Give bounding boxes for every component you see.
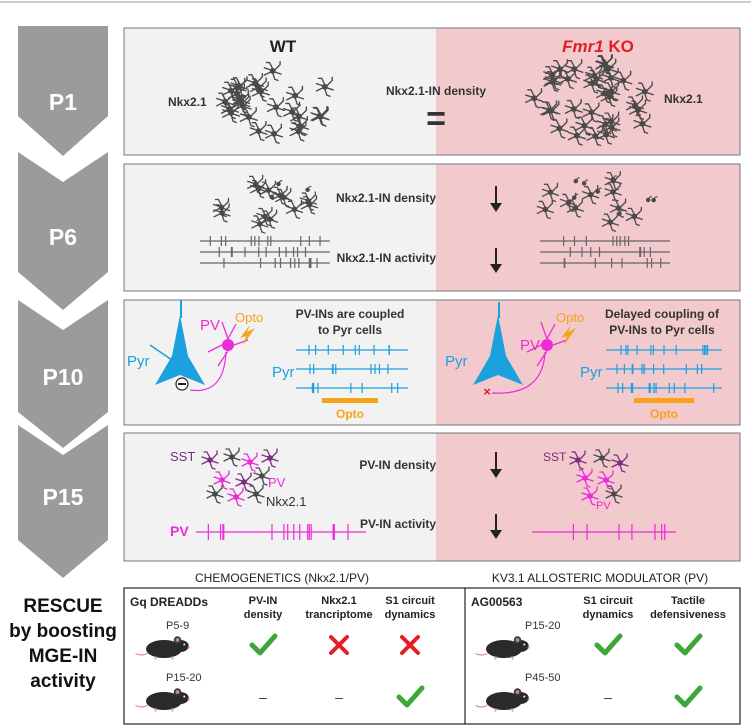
kv-header: KV3.1 ALLOSTERIC MODULATOR (PV) [492,571,708,585]
p10-ko-opto-label: Opto [556,310,584,325]
age-label: P5-9 [166,620,189,632]
p10-ko-title-2: PV-INs to Pyr cells [609,323,715,337]
rescue-title-1: RESCUE [23,596,102,617]
p15-ko-sst-label: SST [543,450,567,464]
mouse-icon [474,687,531,713]
p15-ko-raster [532,524,676,540]
p6-ko-raster [540,236,670,268]
kv-drug: AG00563 [471,595,523,609]
column-label: dynamics [385,609,436,621]
column-label: PV-IN [249,595,278,607]
cross-icon [400,635,420,655]
p10-wt-opto-label: Opto [235,310,263,325]
p6-density-label: Nkx2.1-IN density [336,191,436,205]
panel-p15 [123,432,741,562]
stage-label-p10: P10 [43,364,84,390]
p15-wt-pv-label: PV [268,475,286,490]
dash-mark: – [335,689,343,705]
mouse-icon [134,687,191,713]
p1-center-label: Nkx2.1-IN density [386,84,486,98]
panel-p6 [123,163,741,292]
p10-wt-raster [296,345,408,393]
p10-ko-cross: × [483,384,491,399]
p15-density-label: PV-IN density [359,458,436,472]
age-label: P15-20 [525,620,560,632]
check-icon [249,633,278,656]
p1-wt-label: Nkx2.1 [168,95,207,109]
stage-chevron-p15 [18,425,108,578]
stage-label-p6: P6 [49,224,77,250]
p10-wt-pyr-label: Pyr [127,353,150,370]
column-label: dynamics [583,609,634,621]
p15-activity-arrow [490,514,502,539]
p10-ko-opto-bar-label: Opto [650,407,678,421]
check-icon [396,685,425,708]
p6-density-arrow [490,186,502,212]
column-label: density [244,609,283,621]
rescue-title-3: MGE-IN [29,646,98,667]
rescue-box [123,587,741,725]
age-label: P15-20 [166,672,201,684]
kv-table: S1 circuit dynamics Tactile defensiveness P1… [474,595,726,713]
rescue-title-2: by boosting [9,621,117,642]
column-label: S1 circuit [583,595,633,607]
p10-ko-raster [606,345,722,393]
p15-ko-pv-label: PV [596,500,611,512]
p10-ko-pyr-label: Pyr [445,353,468,370]
column-header-ko: Fmr1 KO [562,37,634,56]
p10-ko-title-1: Delayed coupling of [605,307,720,321]
p10-wt-pyr-trace-label: Pyr [272,364,295,381]
p6-activity-arrow [490,248,502,273]
p10-wt-opto-bar-label: Opto [336,407,364,421]
mouse-icon [134,635,191,661]
mouse-icon [474,635,531,661]
stage-label-p1: P1 [49,89,77,115]
age-label: P45-50 [525,672,560,684]
p15-pv-trace-label: PV [170,523,189,539]
rescue-title-4: activity [30,671,96,692]
column-label: Tactile [671,595,705,607]
chemo-table: PV-IN density Nkx2.1 trancriptome S1 circuit… [134,595,436,713]
chemo-header: CHEMOGENETICS (Nkx2.1/PV) [195,571,369,585]
stage-label-p15: P15 [43,484,84,510]
p10-wt-opto-bar [322,398,378,403]
p15-density-arrow [490,452,502,478]
check-icon [594,633,623,656]
p6-activity-label: Nkx2.1-IN activity [337,251,437,265]
dash-mark: – [259,689,267,705]
cross-icon [329,635,349,655]
p10-wt-pv-label: PV [200,317,220,334]
p6-wt-raster [200,236,330,268]
check-icon [674,633,703,656]
p10-ko-opto-bar [634,398,694,403]
chemo-drug: Gq DREADDs [130,595,208,609]
p15-wt-raster [196,524,366,540]
stage-chevron-p6 [18,152,108,310]
stage-chevron-p1 [18,26,108,156]
p10-ko-pyr-trace-label: Pyr [580,364,603,381]
dash-mark: – [604,689,612,705]
p10-wt-title-2: to Pyr cells [318,323,382,337]
p15-wt-nkx-label: Nkx2.1 [266,494,306,509]
column-label: trancriptome [305,609,372,621]
check-icon [674,685,703,708]
p10-wt-neurons [149,300,255,392]
p10-wt-title-1: PV-INs are coupled [296,307,405,321]
p10-ko-neurons [473,302,576,394]
column-header-wt: WT [270,37,297,56]
p15-wt-sst-label: SST [170,449,195,464]
p15-activity-label: PV-IN activity [360,517,436,531]
p1-ko-label: Nkx2.1 [664,92,703,106]
stage-chevron-p10 [18,300,108,448]
p1-equals: = [426,100,446,138]
p10-ko-pv-label: PV [520,337,540,354]
column-label: defensiveness [650,609,726,621]
column-label: S1 circuit [385,595,435,607]
column-label: Nkx2.1 [321,595,356,607]
